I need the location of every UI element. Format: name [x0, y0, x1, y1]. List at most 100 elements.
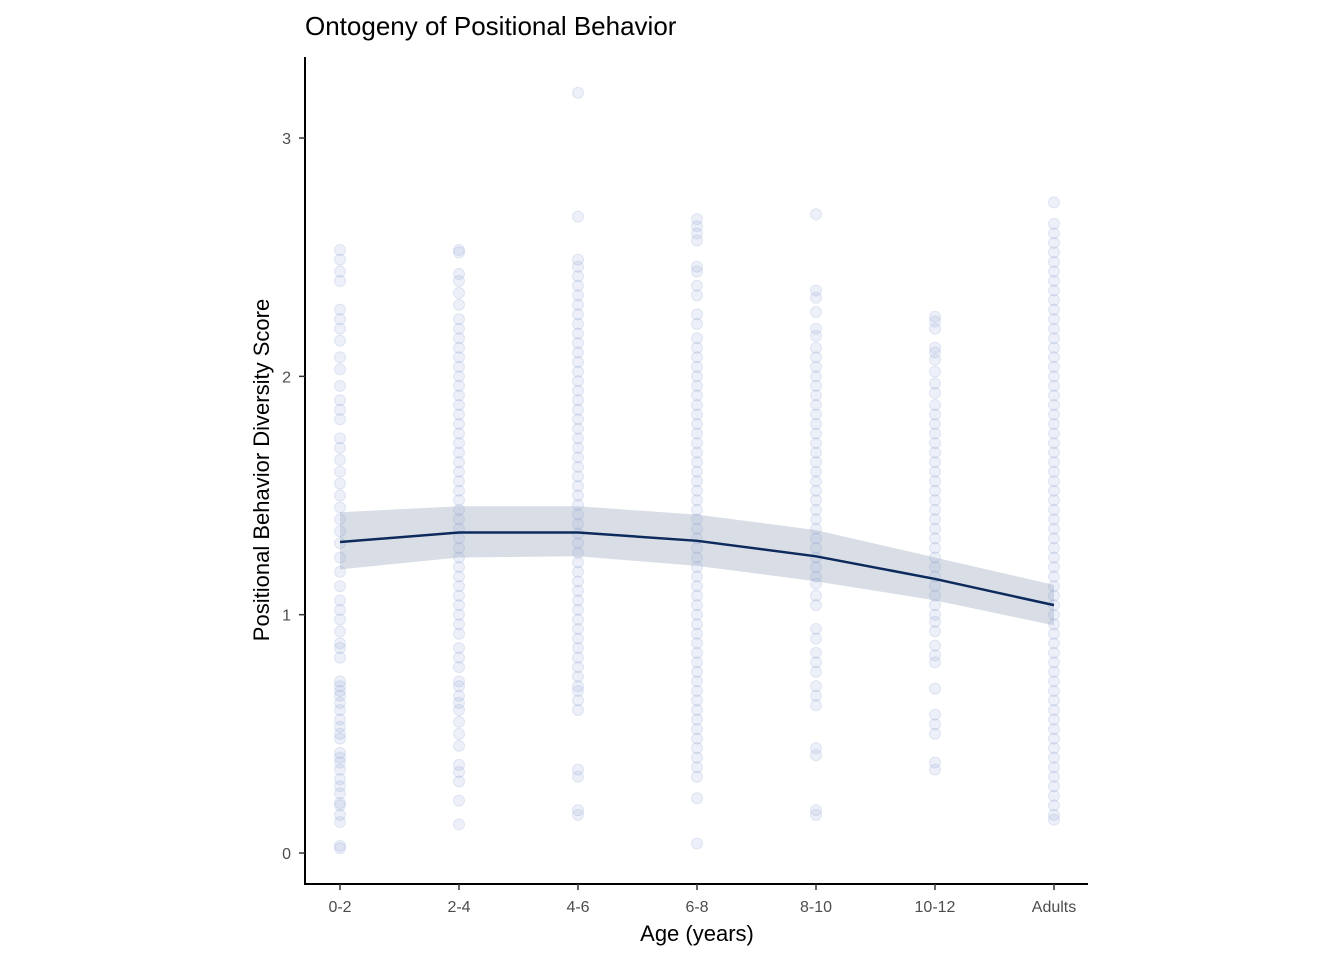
data-point — [929, 708, 941, 721]
y-tick-label: 2 — [282, 369, 291, 386]
data-point — [453, 680, 465, 693]
data-point — [691, 213, 703, 226]
data-point — [572, 451, 584, 464]
data-point — [572, 632, 584, 645]
data-point — [1048, 541, 1060, 554]
data-point — [810, 522, 822, 535]
data-point — [334, 322, 346, 335]
data-point — [1048, 341, 1060, 354]
data-point — [810, 389, 822, 402]
data-point — [691, 484, 703, 497]
data-point — [810, 808, 822, 821]
data-point — [572, 422, 584, 435]
data-point — [572, 613, 584, 626]
data-point — [453, 370, 465, 383]
data-point — [1048, 570, 1060, 583]
data-point — [453, 765, 465, 778]
data-point — [334, 537, 346, 550]
data-point — [453, 332, 465, 345]
data-point — [334, 334, 346, 347]
data-point — [1048, 704, 1060, 717]
data-point — [572, 556, 584, 569]
data-point — [1048, 227, 1060, 240]
data-point — [1048, 408, 1060, 421]
data-point — [810, 742, 822, 755]
data-point — [691, 418, 703, 431]
data-point — [453, 642, 465, 655]
data-point — [1048, 236, 1060, 249]
data-point — [929, 315, 941, 328]
data-point — [1048, 418, 1060, 431]
data-point — [1048, 456, 1060, 469]
data-point — [810, 322, 822, 335]
data-point — [1048, 589, 1060, 602]
data-point — [1048, 656, 1060, 669]
data-point — [929, 625, 941, 638]
data-point — [1048, 196, 1060, 209]
data-point — [691, 408, 703, 421]
data-point — [1048, 618, 1060, 631]
data-point — [810, 513, 822, 526]
data-point — [1048, 799, 1060, 812]
data-point — [929, 387, 941, 400]
data-point — [334, 551, 346, 564]
data-point — [691, 265, 703, 278]
data-point — [1048, 580, 1060, 593]
data-point — [453, 561, 465, 574]
data-point — [929, 437, 941, 450]
data-point — [453, 704, 465, 717]
x-tick-label: 8-10 — [800, 899, 832, 916]
data-point — [453, 275, 465, 288]
data-point — [334, 363, 346, 376]
data-point — [929, 639, 941, 652]
data-point — [334, 489, 346, 502]
data-point — [929, 599, 941, 612]
data-point — [929, 656, 941, 669]
data-point — [810, 475, 822, 488]
x-tick-label: 2-4 — [447, 899, 470, 916]
data-point — [334, 477, 346, 490]
data-point — [810, 699, 822, 712]
data-point — [1048, 246, 1060, 259]
data-point — [453, 794, 465, 807]
data-point — [929, 377, 941, 390]
data-point — [1048, 284, 1060, 297]
data-point — [453, 689, 465, 702]
data-point — [334, 732, 346, 745]
data-point — [929, 427, 941, 440]
data-point — [929, 465, 941, 478]
data-point — [572, 479, 584, 492]
data-point — [453, 580, 465, 593]
data-point — [572, 603, 584, 616]
data-point — [572, 642, 584, 655]
data-point — [453, 408, 465, 421]
data-point — [810, 804, 822, 817]
data-point — [453, 484, 465, 497]
data-point — [691, 589, 703, 602]
data-point — [810, 351, 822, 364]
data-point — [929, 346, 941, 359]
data-point — [334, 842, 346, 855]
data-point — [334, 379, 346, 392]
data-point — [810, 622, 822, 635]
data-point — [691, 618, 703, 631]
data-point — [572, 441, 584, 454]
data-point — [453, 589, 465, 602]
data-point — [691, 580, 703, 593]
data-point — [691, 227, 703, 240]
data-point — [572, 565, 584, 578]
data-point — [810, 341, 822, 354]
data-point — [572, 384, 584, 397]
data-point — [810, 329, 822, 342]
data-point — [929, 561, 941, 574]
x-tick-label: 4-6 — [566, 899, 589, 916]
data-point — [929, 475, 941, 488]
x-tick-label: 10-12 — [915, 899, 956, 916]
data-point — [334, 453, 346, 466]
data-point — [810, 379, 822, 392]
data-point — [572, 770, 584, 783]
data-point — [453, 513, 465, 526]
data-point — [334, 839, 346, 852]
data-point — [334, 244, 346, 257]
data-point — [810, 456, 822, 469]
